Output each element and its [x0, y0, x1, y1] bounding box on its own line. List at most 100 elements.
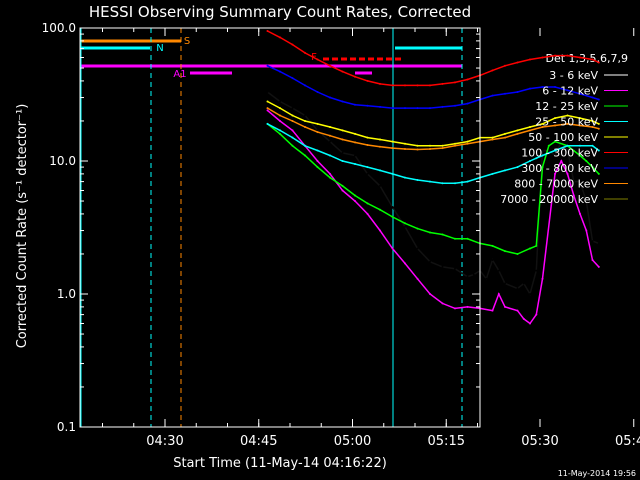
series-8-point	[454, 144, 456, 147]
series-3-point	[341, 184, 344, 187]
series-3-point	[535, 244, 538, 247]
series-2-point	[341, 189, 344, 192]
series-1-point	[329, 140, 331, 143]
series-6-point	[366, 79, 369, 82]
series-7-point	[291, 77, 294, 80]
footer-timestamp: 11-May-2014 19:56	[558, 469, 636, 478]
series-1-point	[535, 269, 538, 272]
series-6-point	[529, 58, 531, 61]
series-1-point	[597, 242, 600, 245]
series-3-point	[366, 202, 369, 205]
series-5-point	[354, 132, 356, 135]
series-6-point	[579, 56, 581, 59]
series-1-point	[466, 275, 469, 278]
series-7-point	[266, 64, 269, 67]
series-3-point	[441, 233, 444, 236]
series-4-point	[304, 144, 306, 147]
series-5-point	[591, 120, 594, 122]
series-2-point	[416, 277, 419, 280]
series-1-point	[391, 206, 394, 209]
series-3-point	[547, 144, 550, 147]
series-2-point	[597, 265, 600, 268]
series-4-point	[516, 166, 519, 169]
series-7-point	[329, 96, 331, 99]
series-1-point	[516, 287, 519, 290]
series-1-point	[429, 260, 431, 263]
series-2-point	[529, 322, 531, 325]
series-1-point	[472, 273, 475, 276]
series-7-point	[504, 92, 506, 95]
series-3-point	[404, 222, 406, 225]
series-5-point	[566, 114, 569, 117]
series-2-point	[585, 229, 588, 232]
series-1-point	[554, 154, 556, 157]
legend-entry-label: 6 - 12 keV	[542, 85, 598, 98]
series-7-point	[391, 107, 394, 110]
series-7-point	[554, 86, 556, 88]
series-8-point	[266, 107, 269, 110]
series-1-point	[497, 269, 500, 272]
annotation-a1: A1	[173, 69, 186, 80]
series-8-point	[504, 136, 506, 139]
series-2-point	[497, 293, 500, 295]
series-3-point	[585, 160, 588, 162]
series-5-point	[366, 136, 369, 139]
series-5-point	[516, 129, 519, 132]
series-8-point	[291, 120, 294, 122]
y-tick-label: 10.0	[49, 154, 76, 168]
series-4-point	[554, 149, 556, 152]
series-8-point	[391, 147, 394, 150]
series-6-point	[554, 54, 556, 57]
series-1-point	[379, 184, 381, 187]
series-2-point	[266, 109, 269, 112]
legend-entry-label: 3 - 6 keV	[549, 69, 598, 82]
series-5-point	[291, 114, 294, 117]
series-5-point	[579, 117, 581, 120]
series-3-point	[316, 166, 319, 169]
series-3-point	[391, 215, 394, 218]
legend-entry-label: 7000 - 20000 keV	[500, 193, 598, 206]
series-8-point	[491, 138, 494, 141]
legend-entry-label: 100 - 300 keV	[521, 147, 598, 160]
series-7-point	[516, 91, 519, 93]
series-1-point	[591, 240, 594, 243]
series-1-point	[566, 149, 569, 152]
series-3-point	[329, 176, 331, 179]
series-8-point	[579, 124, 581, 127]
series-1-point	[579, 180, 581, 183]
series-2-point	[535, 313, 538, 316]
series-7-point	[454, 104, 456, 107]
x-tick-label: 05:15	[428, 434, 465, 449]
series-1-point	[454, 267, 456, 270]
series-2-point	[522, 317, 525, 320]
series-8-point	[429, 148, 431, 150]
series-6-point	[597, 61, 600, 64]
series-2-point	[454, 307, 456, 310]
series-5-point	[341, 129, 344, 132]
series-5-point	[391, 140, 394, 143]
series-4-point	[379, 169, 381, 172]
series-7-point	[316, 91, 319, 93]
y-axis-label: Corrected Count Rate (s⁻¹ detector⁻¹)	[15, 104, 30, 349]
series-2-point	[541, 277, 544, 280]
series-4-point	[266, 122, 269, 125]
series-7-point	[366, 104, 369, 107]
series-5-point	[316, 122, 319, 125]
series-6-point	[541, 56, 544, 59]
series-7-point	[279, 70, 281, 73]
series-2-point	[566, 172, 569, 175]
series-3-point	[504, 250, 506, 253]
plot-frame	[79, 27, 481, 428]
series-2-point	[466, 305, 469, 308]
series-5-point	[504, 132, 506, 135]
series-7-point	[529, 87, 531, 90]
series-6-point	[304, 51, 306, 54]
series-2-point	[329, 172, 331, 175]
series-3-point	[491, 244, 494, 247]
series-4-point	[416, 179, 419, 181]
series-7-point	[441, 105, 444, 108]
series-5-point	[441, 144, 444, 147]
legend: 3 - 6 keV 6 - 12 keV 12 - 25 keV 25 - 50 ke…	[500, 69, 628, 206]
series-7-point	[466, 102, 469, 105]
